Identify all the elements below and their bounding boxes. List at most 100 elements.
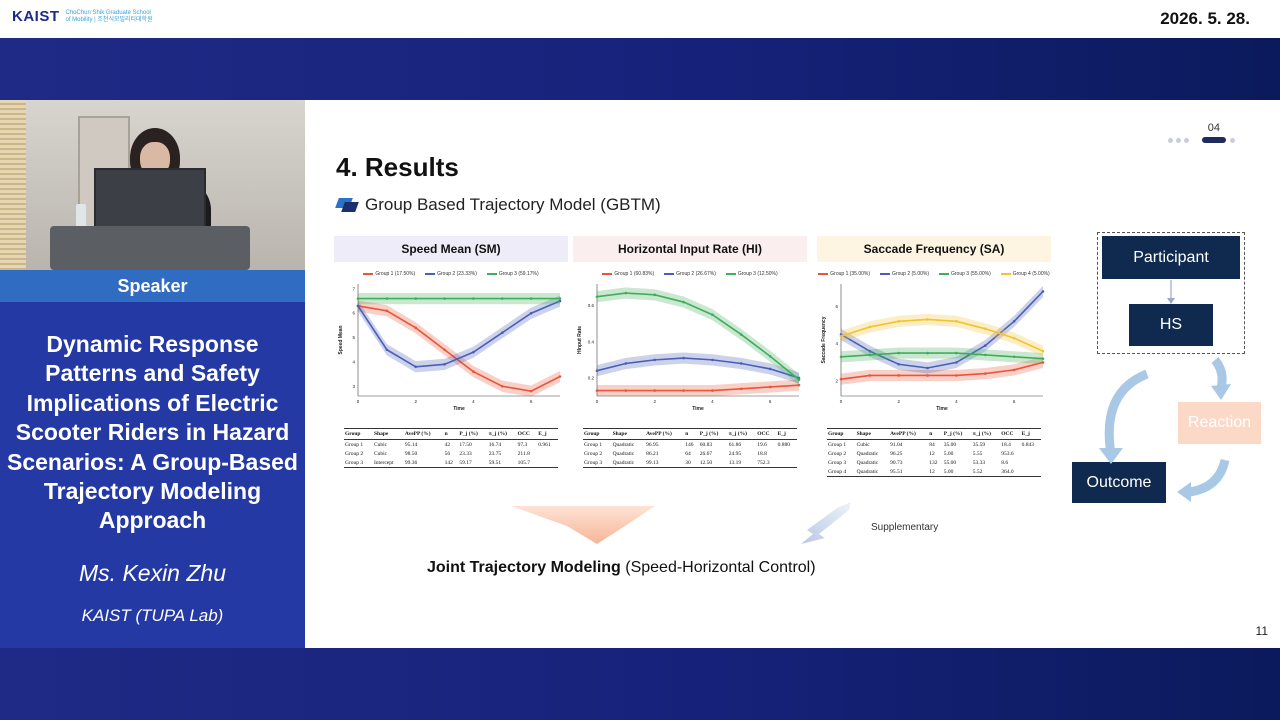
data-point (983, 344, 987, 347)
data-point (983, 353, 987, 357)
data-point (653, 389, 657, 392)
legend-swatch (363, 273, 374, 275)
legend-swatch (486, 273, 497, 275)
legend-item: Group 2 (26.67%) (664, 271, 716, 277)
data-point (500, 331, 504, 334)
table-cell: 95.14 (404, 441, 418, 448)
series-line (597, 384, 800, 392)
section-indicator: 04 (1166, 122, 1236, 146)
chart-title: Horizontal Input Rate (HI) (573, 236, 807, 262)
y-axis-label: Saccade Frequency (821, 316, 827, 363)
table-cell: Cubic (373, 441, 388, 448)
series-line (840, 352, 1044, 360)
legend-item: Group 2 (23.33%) (425, 271, 477, 277)
table-header: Group (827, 428, 856, 440)
table-cell: 61.86 (728, 441, 742, 448)
top-bar: KAIST ChoChun Shik Graduate School of Mo… (0, 0, 1280, 38)
x-tick-label: 0 (840, 399, 843, 404)
table-header: n (443, 428, 459, 440)
table-cell: 55.00 (943, 459, 957, 466)
y-axis-label: Speed Mean (338, 325, 344, 354)
joint-caption-rest: (Speed-Horizontal Control) (620, 559, 816, 576)
table-cell: 0.961 (538, 441, 551, 448)
hs-box: HS (1129, 304, 1213, 346)
data-point (955, 351, 958, 355)
saccade-plot: 0 2 4 6 2 4 6 Time Saccade Frequency (821, 284, 1045, 412)
indicator-dot (1168, 138, 1173, 143)
data-point (443, 297, 446, 300)
table-row: Group 1 Cubic 91.04 84 35.00 35.59 18.4 0.843 (827, 440, 1041, 450)
table-cell: 8.6 (1001, 459, 1009, 466)
logo-line2: of Mobility | 조천식모빌리티대학원 (65, 16, 153, 23)
table-cell: Quadratic (856, 459, 879, 466)
table-cell: 86.21 (646, 450, 659, 457)
data-point (839, 333, 843, 336)
table-cell (1021, 458, 1041, 467)
data-point (624, 362, 628, 365)
y-tick-label: 7 (352, 286, 355, 291)
data-point (839, 355, 843, 359)
y-tick-label: 0.4 (588, 339, 595, 344)
indicator-dot (1176, 138, 1181, 143)
table-cell: Group 2 (345, 450, 364, 457)
table-cell: 23.33 (459, 450, 472, 457)
data-point (624, 291, 628, 295)
results-table: Group Shape AvePP (%) n P_j (%) π_j (%) OCC E_j… (827, 428, 1041, 477)
data-point (926, 318, 929, 321)
table-cell: 98.50 (404, 450, 418, 457)
x-tick-label: 4 (711, 399, 714, 404)
legend-label: Group 1 (60.83%) (614, 271, 655, 277)
speed-mean-plot: 0 2 4 6 3 4 5 6 7 Time Speed Mean (338, 284, 562, 412)
legend-swatch (1000, 273, 1011, 275)
data-point (926, 366, 929, 370)
table-cell: 12.50 (698, 458, 728, 468)
table-row: Group 2 Quadratic 86.21 64 26.67 24.95 18.8 (583, 449, 797, 458)
data-point (414, 326, 418, 330)
speaker-name: Ms. Kexin Zhu (79, 560, 226, 586)
data-point (682, 300, 685, 304)
legend-swatch (725, 273, 736, 275)
data-point (955, 374, 958, 377)
table-cell: 96.95 (646, 441, 659, 448)
table-header: π_j (%) (971, 428, 1001, 440)
table-cell: 26.67 (699, 450, 713, 457)
data-point (711, 389, 714, 392)
data-point (926, 351, 929, 355)
table-cell: 5.55 (972, 450, 983, 457)
table-cell (1021, 449, 1041, 458)
table-cell: Group 3 (344, 458, 373, 468)
legend-swatch (664, 273, 675, 275)
data-point (558, 297, 562, 300)
table-header-row: Group Shape AvePP (%) n P_j (%) π_j (%) OCC E_j (344, 428, 558, 440)
legend-item: Group 4 (5.00%) (1000, 271, 1050, 277)
y-tick-label: 5 (352, 335, 355, 340)
curved-arrow-return (1188, 458, 1230, 497)
table-cell: 0.843 (1021, 441, 1034, 448)
table-cell: Group 1 (584, 441, 603, 448)
x-axis-label: Time (453, 406, 465, 412)
table-header: OCC (1000, 428, 1021, 440)
podium (50, 226, 250, 270)
data-point (797, 383, 801, 387)
data-point (356, 304, 360, 308)
table-row: Group 3 Quadratic 90.73 132 55.00 53.33 8.6 (827, 458, 1041, 467)
y-tick-label: 6 (352, 311, 355, 316)
table-cell: Quadratic (611, 458, 646, 468)
table-cell: 12 (929, 450, 935, 457)
y-tick-label: 4 (835, 341, 838, 346)
legend-swatch (880, 273, 891, 275)
table-cell: 59.51 (487, 458, 517, 468)
y-tick-label: 2 (835, 379, 838, 384)
table-cell: 146 (685, 441, 694, 448)
table-cell (776, 458, 797, 468)
legend-label: Group 1 (17.50%) (375, 271, 416, 277)
table-header: π_j (%) (487, 428, 517, 440)
table-cell: Group 1 (828, 441, 847, 448)
data-point (926, 374, 929, 377)
table-cell: 5.52 (971, 467, 1001, 477)
bottom-arrows (511, 502, 851, 544)
x-tick-label: 6 (769, 399, 772, 404)
table-cell: 97.3 (517, 441, 528, 448)
orange-down-arrow (511, 506, 655, 544)
x-tick-label: 0 (596, 399, 599, 404)
